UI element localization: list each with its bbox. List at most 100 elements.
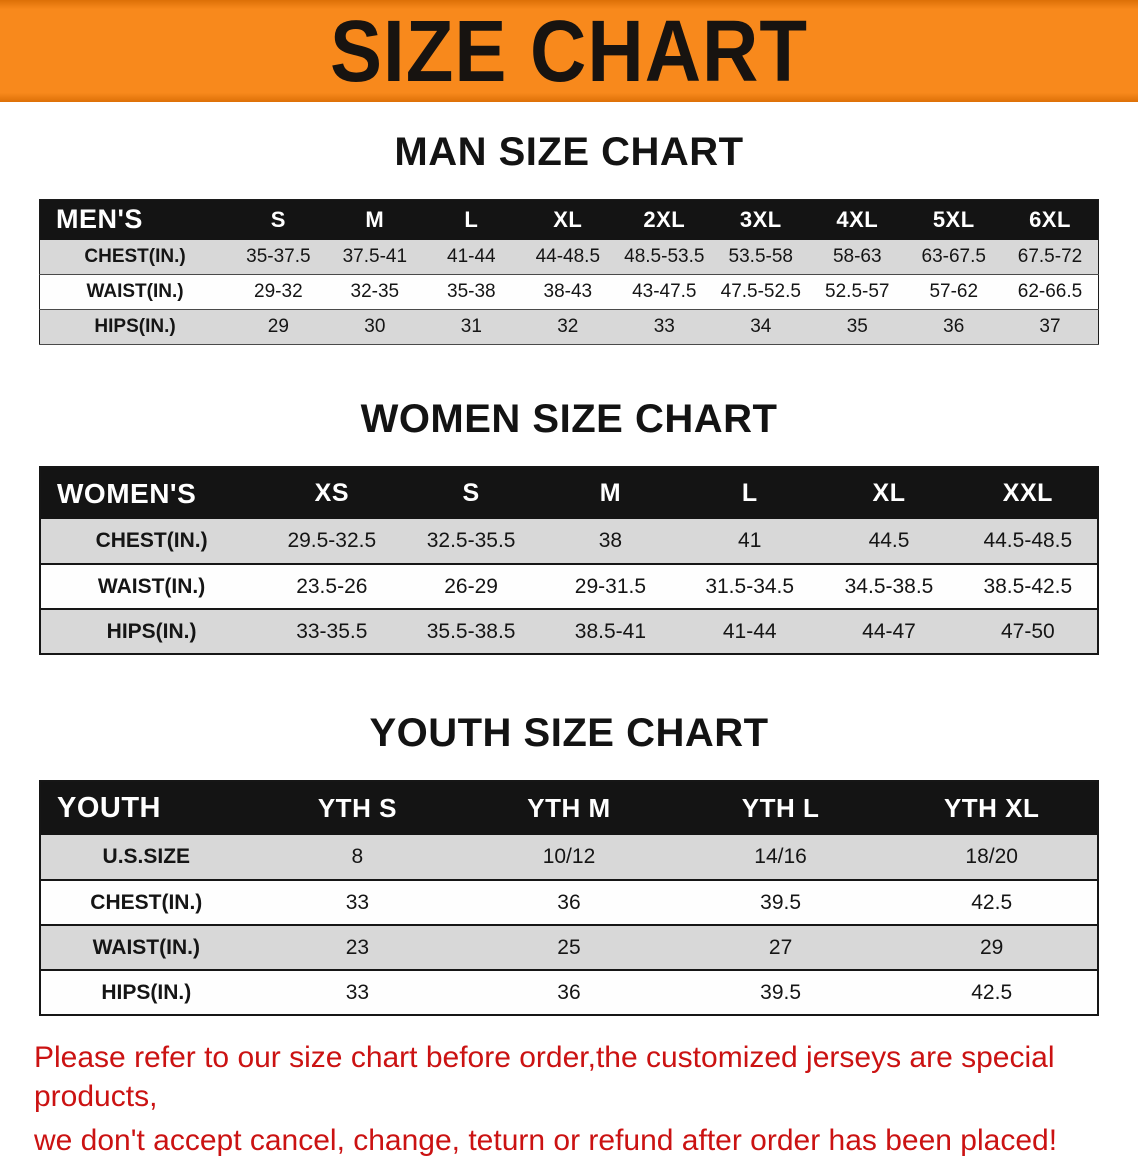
size-value-cell: 10/12 [463, 835, 675, 881]
size-value-cell: 18/20 [886, 835, 1098, 881]
header-row: MEN'S S M L XL 2XL 3XL 4XL 5XL 6XL [39, 199, 1099, 240]
header-row: WOMEN'S XS S M L XL XXL [40, 467, 1098, 519]
notice-line: Please refer to our size chart before or… [34, 1041, 1055, 1113]
size-value-cell: 34 [712, 309, 810, 345]
size-value-cell: 31 [423, 309, 520, 345]
table-title-cell: WOMEN'S [40, 467, 263, 519]
size-value-cell: 33 [251, 880, 464, 926]
size-value-cell: 38-43 [519, 274, 617, 310]
size-header-cell: YTH L [674, 781, 887, 835]
size-value-cell: 36 [463, 970, 675, 1016]
size-value-cell: 38 [540, 519, 681, 565]
women-size-section: WOMEN SIZE CHART WOMEN'S XS S M L XL XXL CHEST(I… [0, 397, 1138, 655]
size-value-cell: 41-44 [423, 239, 520, 275]
size-value-cell: 42.5 [886, 880, 1098, 926]
page-title: SIZE CHART [330, 1, 808, 100]
size-value-cell: 29 [230, 309, 327, 345]
row-label: HIPS(IN.) [40, 609, 263, 655]
men-section-heading: MAN SIZE CHART [394, 130, 744, 174]
size-header-cell: L [680, 467, 820, 519]
size-header-cell: YTH XL [886, 781, 1098, 835]
measure-row: HIPS(IN.) 33 36 39.5 42.5 [40, 970, 1098, 1016]
row-label: CHEST(IN.) [40, 519, 263, 565]
measure-row: CHEST(IN.) 33 36 39.5 42.5 [40, 880, 1098, 926]
size-header-cell: YTH S [251, 781, 464, 835]
size-value-cell: 32 [519, 309, 617, 345]
sections-container: MAN SIZE CHART MEN'S S M L XL 2XL 3XL 4XL 5XL 6XL C… [0, 130, 1138, 1016]
size-value-cell: 36 [463, 880, 675, 926]
size-value-cell: 35.5-38.5 [401, 609, 541, 655]
size-value-cell: 27 [674, 925, 887, 971]
measure-row: WAIST(IN.) 23 25 27 29 [40, 925, 1098, 971]
size-value-cell: 53.5-58 [712, 239, 810, 275]
size-value-cell: 39.5 [674, 880, 887, 926]
youth-size-section: YOUTH SIZE CHART YOUTH YTH S YTH M YTH L YTH … [0, 711, 1138, 1016]
men-size-section: MAN SIZE CHART MEN'S S M L XL 2XL 3XL 4XL 5XL 6XL C… [0, 130, 1138, 345]
size-value-cell: 29 [886, 925, 1098, 971]
size-value-cell: 37 [1001, 309, 1099, 345]
size-value-cell: 39.5 [674, 970, 887, 1016]
size-header-cell: 2XL [616, 199, 713, 240]
size-value-cell: 14/16 [674, 835, 887, 881]
table-title-cell: YOUTH [40, 781, 252, 835]
notice-line: we don't accept cancel, change, teturn o… [34, 1124, 1058, 1157]
size-value-cell: 34.5-38.5 [819, 564, 959, 610]
size-value-cell: 23 [251, 925, 464, 971]
size-header-cell: 6XL [1001, 199, 1099, 240]
size-value-cell: 44.5-48.5 [958, 519, 1098, 565]
size-header-cell: XXL [958, 467, 1098, 519]
size-value-cell: 48.5-53.5 [616, 239, 713, 275]
banner: SIZE CHART [0, 0, 1138, 102]
size-value-cell: 42.5 [886, 970, 1098, 1016]
row-label: WAIST(IN.) [40, 925, 252, 971]
size-value-cell: 58-63 [809, 239, 906, 275]
size-value-cell: 25 [463, 925, 675, 971]
measure-row: CHEST(IN.) 29.5-32.5 32.5-35.5 38 41 44.5 44.5… [40, 519, 1098, 565]
size-value-cell: 33-35.5 [262, 609, 402, 655]
measure-row: WAIST(IN.) 29-32 32-35 35-38 38-43 43-47.5 47.… [39, 274, 1099, 310]
youth-section-heading: YOUTH SIZE CHART [369, 711, 769, 755]
size-value-cell: 47-50 [958, 609, 1098, 655]
size-header-cell: XL [819, 467, 959, 519]
size-value-cell: 38.5-42.5 [958, 564, 1098, 610]
measure-row: CHEST(IN.) 35-37.5 37.5-41 41-44 44-48.5 48.5… [39, 239, 1099, 275]
size-header-cell: M [326, 199, 424, 240]
size-header-cell: L [423, 199, 520, 240]
row-label: CHEST(IN.) [39, 239, 231, 275]
size-value-cell: 67.5-72 [1001, 239, 1099, 275]
table-title-cell: MEN'S [39, 199, 231, 240]
size-value-cell: 35-37.5 [230, 239, 327, 275]
size-header-cell: XS [262, 467, 402, 519]
size-value-cell: 32.5-35.5 [401, 519, 541, 565]
size-value-cell: 23.5-26 [262, 564, 402, 610]
size-value-cell: 43-47.5 [616, 274, 713, 310]
size-header-cell: 3XL [712, 199, 810, 240]
size-value-cell: 41-44 [680, 609, 820, 655]
size-value-cell: 29-32 [230, 274, 327, 310]
size-value-cell: 33 [616, 309, 713, 345]
size-value-cell: 31.5-34.5 [680, 564, 820, 610]
size-value-cell: 47.5-52.5 [712, 274, 810, 310]
size-header-cell: YTH M [463, 781, 675, 835]
size-value-cell: 35-38 [423, 274, 520, 310]
measure-row: WAIST(IN.) 23.5-26 26-29 29-31.5 31.5-34.5 34… [40, 564, 1098, 610]
size-value-cell: 41 [680, 519, 820, 565]
measure-row: HIPS(IN.) 33-35.5 35.5-38.5 38.5-41 41-44 44-… [40, 609, 1098, 655]
measure-row: U.S.SIZE 8 10/12 14/16 18/20 [40, 835, 1098, 881]
size-header-cell: 5XL [905, 199, 1002, 240]
size-value-cell: 29-31.5 [540, 564, 681, 610]
size-value-cell: 44-48.5 [519, 239, 617, 275]
size-value-cell: 57-62 [905, 274, 1002, 310]
size-header-cell: M [540, 467, 681, 519]
size-value-cell: 44.5 [819, 519, 959, 565]
row-label: HIPS(IN.) [40, 970, 252, 1016]
size-header-cell: XL [519, 199, 617, 240]
size-value-cell: 35 [809, 309, 906, 345]
size-value-cell: 62-66.5 [1001, 274, 1099, 310]
youth-size-table: YOUTH YTH S YTH M YTH L YTH XL U.S.SIZE 8 10/12… [39, 780, 1099, 1016]
size-value-cell: 52.5-57 [809, 274, 906, 310]
size-value-cell: 44-47 [819, 609, 959, 655]
size-header-cell: S [401, 467, 541, 519]
size-value-cell: 29.5-32.5 [262, 519, 402, 565]
